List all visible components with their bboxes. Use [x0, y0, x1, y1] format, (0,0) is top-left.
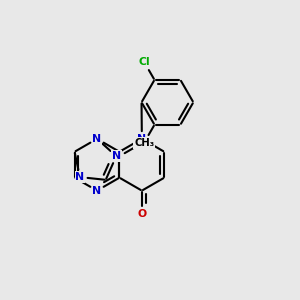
- Text: O: O: [137, 209, 146, 219]
- Text: CH₃: CH₃: [134, 138, 154, 148]
- Text: N: N: [112, 151, 121, 161]
- Text: N: N: [137, 134, 146, 144]
- Text: N: N: [75, 172, 85, 182]
- Text: Cl: Cl: [138, 57, 150, 67]
- Text: N: N: [92, 134, 102, 144]
- Text: N: N: [92, 186, 102, 196]
